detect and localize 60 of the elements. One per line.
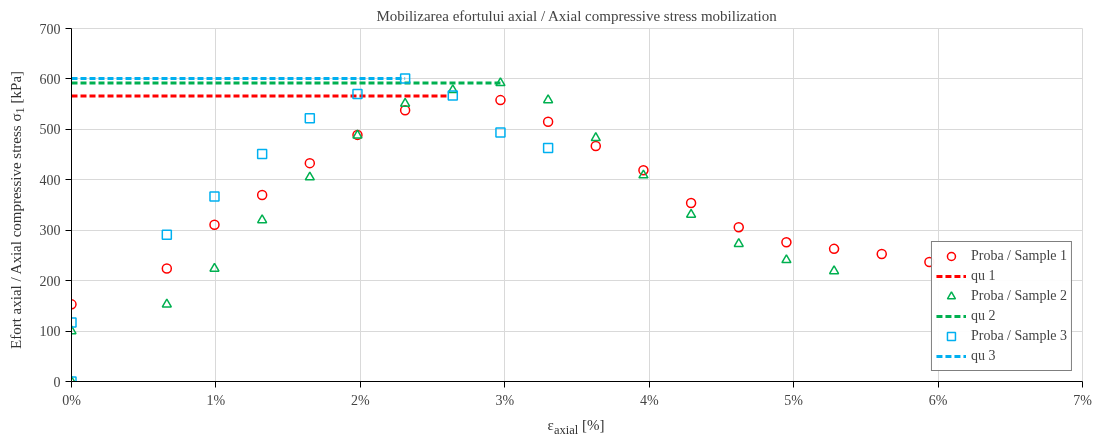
point: [590, 140, 602, 152]
point: [542, 142, 554, 154]
point: [161, 229, 173, 240]
point: [161, 263, 173, 274]
y-tick-label: 600: [39, 71, 61, 87]
point: [638, 169, 649, 179]
point: [304, 171, 316, 181]
x-tick-label: 2%: [351, 392, 371, 408]
point: [161, 298, 173, 308]
point: [685, 197, 697, 209]
legend-label: Proba / Sample 3: [970, 327, 1067, 345]
point: [447, 90, 459, 101]
point: [209, 262, 220, 272]
point: [542, 94, 554, 104]
chart-title: Mobilizarea efortului axial / Axial compressive stress mobilization: [376, 7, 778, 24]
point: [399, 73, 411, 84]
point: [495, 127, 506, 138]
legend-label: Proba / Sample 2: [970, 287, 1067, 305]
point: [781, 237, 792, 248]
point: [304, 157, 316, 169]
point: [495, 94, 506, 106]
y-tick-label: 0: [53, 374, 61, 390]
point: [399, 97, 411, 107]
point: [733, 221, 745, 233]
point: [256, 189, 268, 201]
y-tick-label: 300: [39, 223, 61, 239]
point: [209, 219, 220, 230]
y-tick-label: 500: [39, 122, 61, 138]
x-tick-label: 7%: [1073, 392, 1093, 408]
x-tick-label: 1%: [206, 392, 226, 408]
y-tick-label: 700: [39, 21, 61, 37]
point: [256, 214, 268, 224]
x-tick-label: 4%: [639, 392, 659, 408]
point: [781, 254, 792, 264]
point: [399, 104, 411, 116]
point: [352, 88, 363, 100]
legend-label: Proba / Sample 1: [970, 247, 1067, 265]
point: [542, 116, 554, 128]
point: [495, 77, 506, 87]
y-tick-label: 200: [39, 273, 61, 289]
y-tick-label: 400: [39, 172, 61, 188]
legend-label: qu 2: [970, 307, 996, 325]
point: [685, 208, 697, 218]
point: [256, 148, 268, 160]
x-tick-label: 6%: [928, 392, 948, 408]
point: [638, 164, 649, 176]
point: [828, 265, 840, 275]
legend-label: qu 1: [970, 267, 996, 285]
x-axis-title: ε$_{axial}$ [%]: [547, 416, 605, 439]
x-tick-label: 0%: [62, 392, 82, 408]
point: [304, 113, 316, 124]
x-tick-label: 3%: [495, 392, 515, 408]
x-tick-label: 5%: [784, 392, 804, 408]
y-tick-label: 100: [39, 324, 61, 340]
point: [209, 191, 220, 202]
point: [828, 243, 840, 255]
point: [733, 237, 745, 248]
point: [876, 248, 887, 260]
legend-label: qu 3: [970, 347, 996, 365]
point: [590, 131, 602, 142]
